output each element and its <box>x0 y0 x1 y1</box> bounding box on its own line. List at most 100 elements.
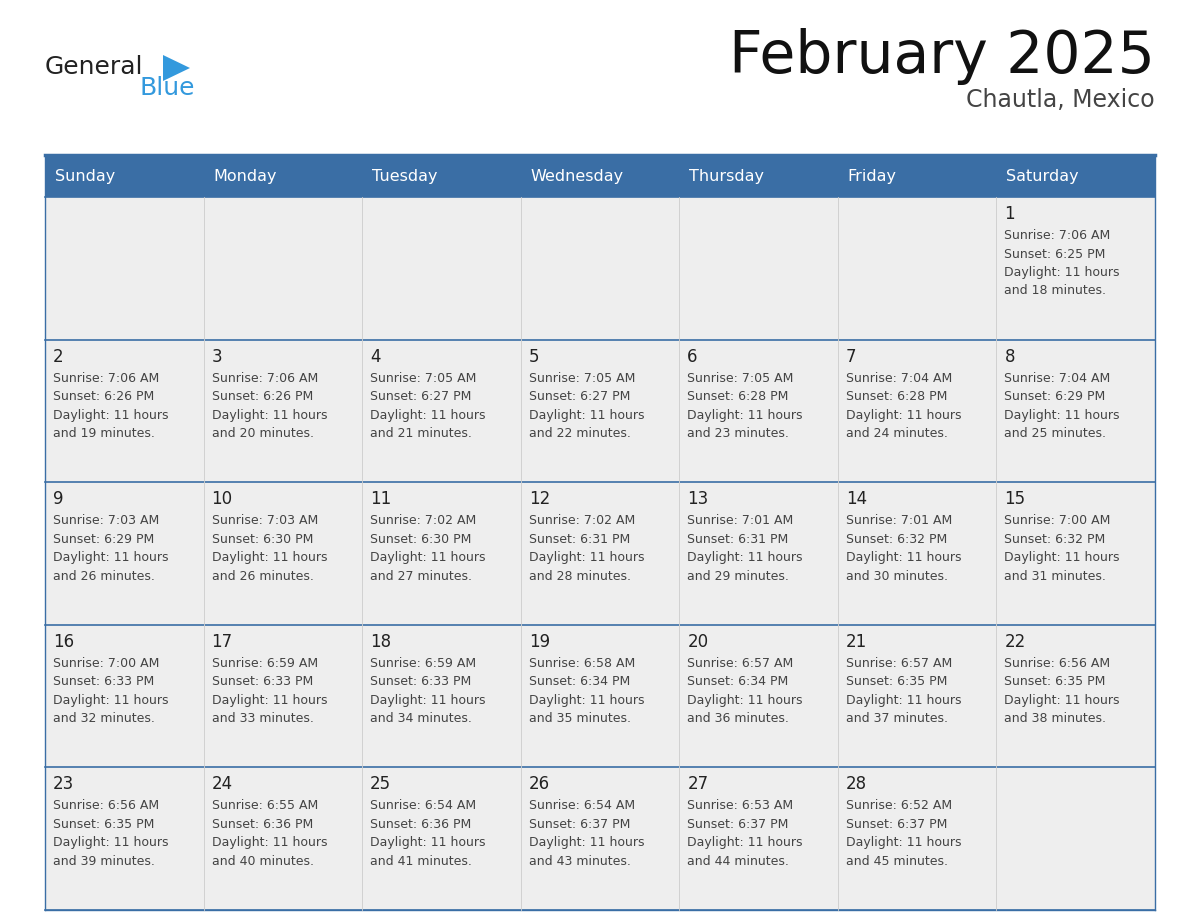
Text: 9: 9 <box>53 490 63 509</box>
Bar <box>520 197 680 340</box>
Text: Sunrise: 7:00 AM: Sunrise: 7:00 AM <box>1004 514 1111 527</box>
Text: Daylight: 11 hours: Daylight: 11 hours <box>529 694 644 707</box>
Text: and 35 minutes.: and 35 minutes. <box>529 712 631 725</box>
Text: Daylight: 11 hours: Daylight: 11 hours <box>1004 409 1120 421</box>
Text: 12: 12 <box>529 490 550 509</box>
Text: and 19 minutes.: and 19 minutes. <box>53 427 154 440</box>
Text: 14: 14 <box>846 490 867 509</box>
Text: Sunset: 6:37 PM: Sunset: 6:37 PM <box>688 818 789 831</box>
Text: Sunset: 6:30 PM: Sunset: 6:30 PM <box>371 532 472 545</box>
Bar <box>520 482 680 625</box>
Text: Daylight: 11 hours: Daylight: 11 hours <box>53 409 169 421</box>
Bar <box>45 482 203 625</box>
Text: Daylight: 11 hours: Daylight: 11 hours <box>211 694 327 707</box>
Text: Sunset: 6:29 PM: Sunset: 6:29 PM <box>53 532 154 545</box>
Text: Sunset: 6:26 PM: Sunset: 6:26 PM <box>53 390 154 403</box>
Bar <box>520 340 680 482</box>
Text: Sunset: 6:31 PM: Sunset: 6:31 PM <box>529 532 630 545</box>
Bar <box>520 767 680 910</box>
Bar <box>203 767 362 910</box>
Bar <box>362 155 520 197</box>
Text: Sunrise: 6:59 AM: Sunrise: 6:59 AM <box>371 656 476 670</box>
Bar <box>45 767 203 910</box>
Text: Daylight: 11 hours: Daylight: 11 hours <box>688 694 803 707</box>
Text: Sunrise: 6:54 AM: Sunrise: 6:54 AM <box>529 800 634 812</box>
Text: Sunrise: 7:05 AM: Sunrise: 7:05 AM <box>688 372 794 385</box>
Text: Daylight: 11 hours: Daylight: 11 hours <box>53 836 169 849</box>
Bar <box>203 482 362 625</box>
Text: Sunset: 6:33 PM: Sunset: 6:33 PM <box>53 676 154 688</box>
Text: Daylight: 11 hours: Daylight: 11 hours <box>846 551 961 565</box>
Text: 11: 11 <box>371 490 391 509</box>
Text: Sunset: 6:29 PM: Sunset: 6:29 PM <box>1004 390 1106 403</box>
Text: and 26 minutes.: and 26 minutes. <box>53 570 154 583</box>
Text: 4: 4 <box>371 348 380 365</box>
Text: Daylight: 11 hours: Daylight: 11 hours <box>1004 694 1120 707</box>
Bar <box>838 155 997 197</box>
Text: 23: 23 <box>53 776 74 793</box>
Text: and 28 minutes.: and 28 minutes. <box>529 570 631 583</box>
Text: Sunrise: 7:04 AM: Sunrise: 7:04 AM <box>846 372 952 385</box>
Text: Sunrise: 6:57 AM: Sunrise: 6:57 AM <box>846 656 952 670</box>
Bar <box>838 767 997 910</box>
Text: Sunset: 6:33 PM: Sunset: 6:33 PM <box>211 676 312 688</box>
Text: Sunrise: 7:05 AM: Sunrise: 7:05 AM <box>529 372 636 385</box>
Text: Daylight: 11 hours: Daylight: 11 hours <box>53 551 169 565</box>
Text: Tuesday: Tuesday <box>372 169 437 184</box>
Text: Sunset: 6:32 PM: Sunset: 6:32 PM <box>1004 532 1106 545</box>
Text: Sunset: 6:37 PM: Sunset: 6:37 PM <box>846 818 947 831</box>
Text: Sunrise: 6:55 AM: Sunrise: 6:55 AM <box>211 800 318 812</box>
Bar <box>203 625 362 767</box>
Text: and 45 minutes.: and 45 minutes. <box>846 855 948 868</box>
Text: Daylight: 11 hours: Daylight: 11 hours <box>529 551 644 565</box>
Bar <box>520 155 680 197</box>
Text: Sunset: 6:32 PM: Sunset: 6:32 PM <box>846 532 947 545</box>
Text: Daylight: 11 hours: Daylight: 11 hours <box>371 551 486 565</box>
Text: 24: 24 <box>211 776 233 793</box>
Bar <box>997 625 1155 767</box>
Text: 18: 18 <box>371 633 391 651</box>
Text: Sunset: 6:28 PM: Sunset: 6:28 PM <box>846 390 947 403</box>
Text: Sunrise: 7:06 AM: Sunrise: 7:06 AM <box>1004 229 1111 242</box>
Text: Sunset: 6:36 PM: Sunset: 6:36 PM <box>371 818 472 831</box>
Text: Daylight: 11 hours: Daylight: 11 hours <box>371 836 486 849</box>
Text: Daylight: 11 hours: Daylight: 11 hours <box>371 409 486 421</box>
Text: and 31 minutes.: and 31 minutes. <box>1004 570 1106 583</box>
Text: and 26 minutes.: and 26 minutes. <box>211 570 314 583</box>
Text: and 36 minutes.: and 36 minutes. <box>688 712 789 725</box>
Text: 26: 26 <box>529 776 550 793</box>
Text: and 37 minutes.: and 37 minutes. <box>846 712 948 725</box>
Text: and 30 minutes.: and 30 minutes. <box>846 570 948 583</box>
Bar <box>997 155 1155 197</box>
Text: Sunrise: 7:06 AM: Sunrise: 7:06 AM <box>211 372 318 385</box>
Text: Daylight: 11 hours: Daylight: 11 hours <box>371 694 486 707</box>
Text: 21: 21 <box>846 633 867 651</box>
Text: February 2025: February 2025 <box>729 28 1155 85</box>
Text: Sunrise: 7:01 AM: Sunrise: 7:01 AM <box>846 514 952 527</box>
Text: and 22 minutes.: and 22 minutes. <box>529 427 631 440</box>
Text: and 39 minutes.: and 39 minutes. <box>53 855 154 868</box>
Text: Sunday: Sunday <box>55 169 115 184</box>
Text: 8: 8 <box>1004 348 1015 365</box>
Text: Daylight: 11 hours: Daylight: 11 hours <box>1004 551 1120 565</box>
Bar <box>362 767 520 910</box>
Text: Daylight: 11 hours: Daylight: 11 hours <box>529 836 644 849</box>
Bar <box>45 340 203 482</box>
Text: Friday: Friday <box>848 169 897 184</box>
Text: Sunrise: 7:05 AM: Sunrise: 7:05 AM <box>371 372 476 385</box>
Text: Sunset: 6:37 PM: Sunset: 6:37 PM <box>529 818 630 831</box>
Text: Sunrise: 6:52 AM: Sunrise: 6:52 AM <box>846 800 952 812</box>
Text: Sunset: 6:26 PM: Sunset: 6:26 PM <box>211 390 312 403</box>
Text: and 34 minutes.: and 34 minutes. <box>371 712 472 725</box>
Text: and 25 minutes.: and 25 minutes. <box>1004 427 1106 440</box>
Text: 22: 22 <box>1004 633 1025 651</box>
Bar <box>680 767 838 910</box>
Text: Sunset: 6:30 PM: Sunset: 6:30 PM <box>211 532 312 545</box>
Bar <box>362 197 520 340</box>
Text: Monday: Monday <box>214 169 277 184</box>
Bar <box>520 625 680 767</box>
Text: and 23 minutes.: and 23 minutes. <box>688 427 789 440</box>
Bar <box>362 340 520 482</box>
Text: Daylight: 11 hours: Daylight: 11 hours <box>688 409 803 421</box>
Text: Blue: Blue <box>140 76 196 100</box>
